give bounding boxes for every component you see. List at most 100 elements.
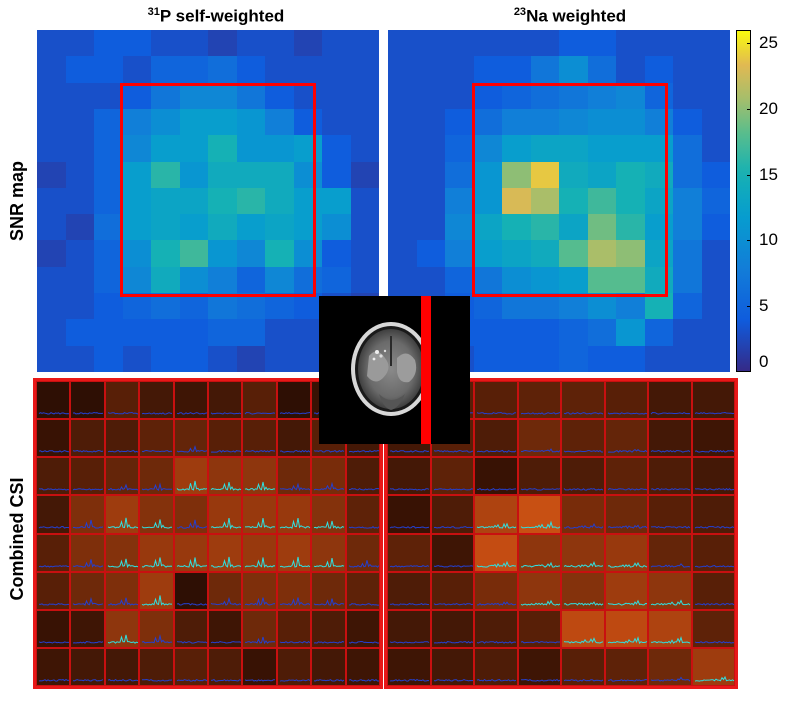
heatmap-cell — [559, 108, 588, 136]
colorbar-tick-mark — [747, 306, 751, 308]
heatmap-cell — [530, 319, 559, 346]
csi-voxel — [648, 381, 692, 420]
heatmap-cell — [208, 82, 237, 109]
heatmap-cell — [350, 135, 379, 162]
heatmap-cell — [236, 108, 265, 136]
csi-voxel — [604, 647, 648, 686]
heatmap-cell — [208, 319, 237, 346]
heatmap-cell — [322, 266, 351, 294]
heatmap-cell — [559, 30, 588, 57]
heatmap-cell — [37, 293, 66, 320]
heatmap-cell — [502, 30, 531, 57]
heatmap-cell — [616, 56, 645, 83]
heatmap-cell — [644, 108, 673, 136]
heatmap-cell — [265, 214, 294, 241]
heatmap-cell — [587, 56, 616, 83]
heatmap-cell — [65, 293, 94, 320]
heatmap-cell — [616, 108, 645, 136]
csi-voxel — [311, 571, 346, 610]
heatmap-cell — [37, 240, 66, 267]
csi-voxel — [276, 381, 312, 420]
heatmap-cell — [236, 266, 265, 294]
csi-voxel — [387, 647, 431, 686]
heatmap-cell — [350, 30, 379, 57]
heatmap-cell — [530, 135, 559, 162]
csi-voxel — [517, 647, 561, 686]
heatmap-cell — [94, 240, 123, 267]
csi-voxel — [208, 457, 243, 496]
heatmap-cell — [587, 82, 616, 109]
heatmap-cell — [293, 187, 322, 215]
csi-voxel — [36, 647, 71, 686]
heatmap-cell — [293, 82, 322, 109]
heatmap-cell — [37, 161, 66, 188]
temporal-lobe-right — [397, 353, 417, 383]
heatmap-cell — [65, 161, 94, 188]
csi-voxel — [173, 495, 208, 534]
heatmap-cell — [644, 30, 673, 57]
heatmap-cell — [587, 108, 616, 136]
colorbar-tick-label: 5 — [759, 296, 769, 316]
heatmap-cell — [322, 187, 351, 215]
csi-voxel — [70, 495, 105, 534]
heatmap-cell — [559, 187, 588, 215]
csi-voxel — [208, 495, 243, 534]
heatmap-cell — [350, 56, 379, 83]
heatmap-cell — [445, 82, 474, 109]
heatmap-cell — [265, 266, 294, 294]
heatmap-cell — [559, 56, 588, 83]
heatmap-cell — [701, 135, 730, 162]
heatmap-cell — [65, 108, 94, 136]
heatmap-cell — [151, 30, 180, 57]
heatmap-cell — [293, 240, 322, 267]
heatmap-cell — [701, 319, 730, 346]
heatmap-cell — [530, 214, 559, 241]
heatmap-cell — [350, 108, 379, 136]
csi-voxel — [517, 381, 561, 420]
heatmap-cell — [236, 56, 265, 83]
csi-voxel — [36, 571, 71, 610]
csi-voxel — [311, 457, 346, 496]
p31-combined-csi-panel — [33, 378, 383, 689]
heatmap-cell — [122, 30, 151, 57]
heatmap-cell — [644, 214, 673, 241]
heatmap-cell — [388, 108, 417, 136]
heatmap-cell — [94, 266, 123, 294]
heatmap-cell — [322, 214, 351, 241]
heatmap-cell — [350, 82, 379, 109]
p31-isotope-superscript: 31 — [147, 6, 160, 18]
colorbar-tick-label: 25 — [759, 33, 778, 53]
heatmap-cell — [179, 266, 208, 294]
heatmap-cell — [502, 240, 531, 267]
csi-voxel — [104, 571, 140, 610]
heatmap-cell — [151, 56, 180, 83]
heatmap-cell — [587, 345, 616, 372]
heatmap-cell — [587, 319, 616, 346]
csi-voxel — [104, 495, 140, 534]
heatmap-cell — [644, 319, 673, 346]
heatmap-cell — [94, 319, 123, 346]
heatmap-cell — [293, 108, 322, 136]
csi-voxel — [648, 533, 692, 572]
heatmap-cell — [701, 266, 730, 294]
combined-csi-row-label: Combined CSI — [7, 477, 27, 601]
p31-roi-box — [120, 83, 316, 297]
heatmap-cell — [388, 240, 417, 267]
heatmap-cell — [179, 214, 208, 241]
heatmap-cell — [65, 214, 94, 241]
heatmap-cell — [445, 214, 474, 241]
heatmap-cell — [151, 214, 180, 241]
heatmap-cell — [388, 135, 417, 162]
heatmap-cell — [37, 345, 66, 372]
heatmap-cell — [388, 187, 417, 215]
heatmap-cell — [616, 30, 645, 57]
heatmap-cell — [94, 293, 123, 320]
heatmap-cell — [587, 187, 616, 215]
brain-tissue — [358, 329, 424, 409]
csi-voxel — [691, 419, 735, 458]
heatmap-cell — [208, 266, 237, 294]
heatmap-cell — [65, 345, 94, 372]
heatmap-cell — [322, 161, 351, 188]
heatmap-cell — [502, 56, 531, 83]
heatmap-cell — [151, 161, 180, 188]
